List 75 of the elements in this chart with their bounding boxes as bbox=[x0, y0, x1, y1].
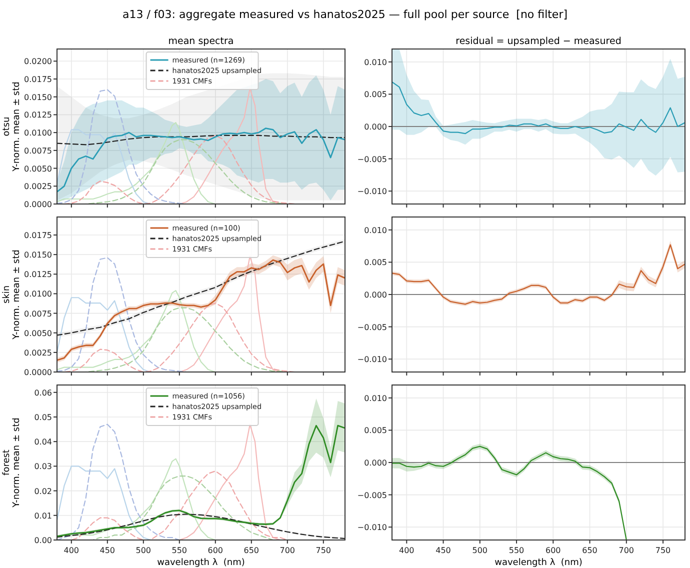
line-series bbox=[57, 424, 180, 540]
y-tick-label: 0.0075 bbox=[24, 309, 52, 318]
line-series bbox=[57, 424, 345, 538]
y-tick-label: 0.0125 bbox=[24, 110, 52, 120]
y-tick-label: 0.0025 bbox=[24, 348, 52, 358]
y-tick-label: 0.06 bbox=[34, 388, 52, 398]
y-tick-label: −0.010 bbox=[357, 187, 387, 196]
y-tick-label: 0.03 bbox=[34, 462, 52, 472]
line-series bbox=[57, 290, 216, 372]
x-tick-label: 700 bbox=[280, 546, 296, 555]
x-tick-label: 750 bbox=[316, 546, 332, 555]
y-tick-label: 0.0175 bbox=[24, 75, 52, 84]
y-axis-title: forest Y-norm. mean ± std bbox=[2, 418, 22, 508]
y-tick-label: 0.02 bbox=[34, 486, 52, 496]
y-tick-label: 0.0200 bbox=[24, 57, 52, 66]
y-tick-label: 0.0100 bbox=[24, 290, 52, 299]
chart-title: residual = upsampled − measured bbox=[456, 36, 622, 47]
line-series bbox=[57, 297, 152, 372]
line-series bbox=[57, 122, 216, 204]
y-tick-label: 0.0000 bbox=[24, 200, 52, 209]
x-tick-label: 500 bbox=[472, 546, 488, 555]
y-tick-label: 0.0050 bbox=[24, 164, 52, 174]
line-series bbox=[57, 128, 345, 193]
x-axis-title: wavelength λ (nm) bbox=[494, 558, 582, 568]
y-axis-title: otsu Y-norm. mean ± std bbox=[2, 82, 22, 172]
y-tick-label: 0.0150 bbox=[24, 92, 52, 102]
line-series bbox=[57, 466, 152, 540]
x-tick-label: 500 bbox=[136, 546, 152, 555]
y-axis-title: skin Y-norm. mean ± std bbox=[2, 250, 22, 340]
y-tick-label: 0.010 bbox=[364, 226, 387, 235]
x-axis-title: wavelength λ (nm) bbox=[157, 558, 245, 568]
line-series bbox=[178, 424, 281, 540]
y-tick-label: 0.04 bbox=[34, 438, 52, 447]
line-series bbox=[392, 81, 685, 134]
y-tick-label: −0.005 bbox=[357, 322, 387, 332]
y-tick-label: 0.005 bbox=[364, 90, 387, 100]
y-tick-label: 0.005 bbox=[364, 258, 387, 268]
text: a13 / f03: aggregate measured vs hanatos2025 — full pool per source [no filter] bbox=[122, 8, 568, 21]
x-tick-label: 700 bbox=[618, 546, 634, 555]
y-tick-label: 0.01 bbox=[34, 511, 52, 520]
y-tick-label: 0.05 bbox=[34, 412, 52, 422]
x-tick-label: 450 bbox=[100, 546, 116, 555]
y-tick-label: 0.00 bbox=[34, 536, 52, 545]
y-tick-label: 0.0075 bbox=[24, 146, 52, 156]
line-series bbox=[57, 129, 152, 204]
y-tick-label: 0.010 bbox=[364, 58, 387, 67]
x-tick-label: 400 bbox=[64, 546, 80, 555]
x-tick-label: 450 bbox=[436, 546, 451, 555]
y-tick-label: 0.005 bbox=[364, 426, 387, 436]
x-tick-label: 600 bbox=[208, 546, 224, 555]
y-tick-label: −0.010 bbox=[357, 355, 387, 364]
x-tick-label: 550 bbox=[172, 546, 188, 555]
y-tick-label: 0.010 bbox=[364, 394, 387, 403]
y-tick-label: 0.0150 bbox=[24, 250, 52, 260]
x-tick-label: 650 bbox=[582, 546, 598, 555]
y-tick-label: −0.005 bbox=[357, 154, 387, 164]
y-tick-label: 0.000 bbox=[364, 458, 387, 468]
x-tick-label: 750 bbox=[655, 546, 671, 555]
y-tick-label: 0.0175 bbox=[24, 231, 52, 240]
x-tick-label: 650 bbox=[244, 546, 260, 555]
y-tick-label: 0.000 bbox=[364, 290, 387, 300]
y-tick-label: 0.000 bbox=[364, 122, 387, 132]
chart-title: mean spectra bbox=[168, 36, 234, 47]
y-tick-label: −0.005 bbox=[357, 490, 387, 500]
y-tick-label: 0.0050 bbox=[24, 328, 52, 338]
y-tick-label: 0.0100 bbox=[24, 128, 52, 138]
y-tick-label: 0.0125 bbox=[24, 270, 52, 280]
line-series bbox=[57, 134, 345, 146]
x-tick-label: 600 bbox=[546, 546, 561, 555]
x-tick-label: 550 bbox=[508, 546, 524, 555]
y-tick-label: 0.0000 bbox=[24, 368, 52, 377]
y-tick-label: −0.010 bbox=[357, 523, 387, 532]
y-tick-label: 0.0025 bbox=[24, 182, 52, 192]
line-series bbox=[57, 458, 216, 540]
x-tick-label: 400 bbox=[399, 546, 414, 555]
